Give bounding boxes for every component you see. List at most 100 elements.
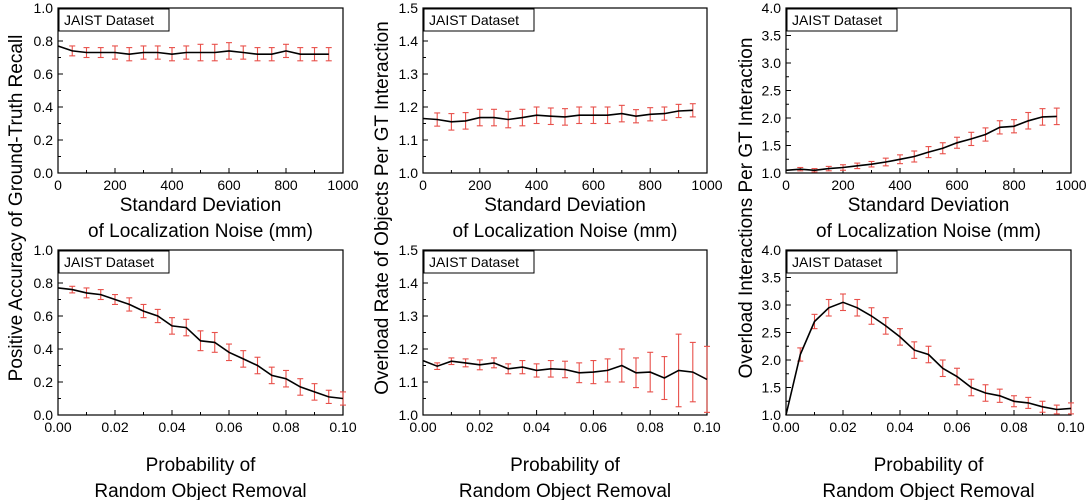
x-tick-label: 600 [582, 177, 606, 193]
x-tick-label: 400 [160, 177, 184, 193]
plot-frame [422, 7, 708, 174]
x-tick-label: 200 [468, 177, 492, 193]
dataset-label: JAIST Dataset [429, 254, 519, 270]
y-tick-label: 3.0 [762, 55, 782, 71]
x-tick-label: 0.10 [1057, 419, 1084, 435]
y-tick-label: 1.2 [399, 341, 419, 357]
y-tick-label: 1.0 [399, 165, 419, 181]
x-tick-label: 0.04 [158, 419, 185, 435]
x-axis-title-line1: Standard Deviation [484, 195, 646, 216]
y-tick-label: 0.4 [34, 99, 54, 115]
x-tick-label: 0.02 [466, 419, 493, 435]
y-tick-label: 1.1 [399, 132, 419, 148]
chart-panel-4: 0.00 0.02 0.04 0.06 0.08 0.10 0.0 0.2 0.4 0.6 0.8 1… [34, 242, 357, 500]
y-tick-label: 1.0 [34, 242, 54, 258]
x-tick-label: 0.06 [943, 419, 970, 435]
y-tick-label: 0.8 [34, 275, 54, 291]
chart-panels: 0 200 400 600 800 1000 0.0 0.2 0.4 0.6 0.8 1.0 Stand… [34, 0, 1087, 500]
dataset-label: JAIST Dataset [792, 12, 882, 28]
y-tick-label: 1.0 [762, 165, 782, 181]
y-tick-label: 1.4 [399, 33, 419, 49]
y-tick-label: 1.5 [762, 380, 782, 396]
series-line [422, 109, 693, 123]
x-tick-label: 0.10 [693, 419, 720, 435]
x-tick-label: 200 [103, 177, 127, 193]
x-tick-label: 0.00 [772, 419, 799, 435]
x-tick-label: 0.10 [329, 419, 356, 435]
dataset-label: JAIST Dataset [429, 12, 519, 28]
y-tick-label: 4.0 [762, 0, 782, 16]
dataset-label: JAIST Dataset [792, 254, 882, 270]
y-tick-label: 2.5 [762, 83, 782, 99]
series-line [422, 359, 708, 381]
y-tick-label: 0.6 [34, 66, 54, 82]
x-tick-label: 0.02 [101, 419, 128, 435]
ylabel-right: Overload Interactions Per GT Interaction [736, 38, 757, 379]
x-tick-label: 200 [831, 177, 855, 193]
y-tick-label: 1.1 [399, 374, 419, 390]
dataset-label-box [786, 8, 898, 32]
x-tick-label: 1000 [327, 177, 358, 193]
y-tick-label: 1.4 [399, 275, 419, 291]
chart-panel-1: 0 200 400 600 800 1000 0.0 0.2 0.4 0.6 0.8 1.0 Stand… [34, 0, 359, 242]
x-tick-label: 0.00 [44, 419, 71, 435]
chart-panel-2: 0 200 400 600 800 1000 1.0 1.1 1.2 1.3 1.4 1.5 Stand… [399, 0, 723, 242]
x-tick-label: 0 [54, 177, 62, 193]
y-tick-label: 2.0 [762, 110, 782, 126]
y-tick-label: 3.5 [762, 28, 782, 44]
x-tick-label: 0.06 [580, 419, 607, 435]
x-tick-label: 1000 [1055, 177, 1086, 193]
x-axis-title-line1: Probability of [874, 455, 985, 476]
y-tick-label: 1.2 [399, 99, 419, 115]
dataset-label-box [58, 8, 170, 32]
y-tick-label: 0.2 [34, 132, 54, 148]
ylabel-middle: Overload Rate of Objects Per GT Interact… [372, 21, 393, 395]
x-tick-label: 0 [782, 177, 790, 193]
y-tick-label: 0.0 [34, 165, 54, 181]
series-line [57, 287, 344, 400]
chart-panel-3: 0 200 400 600 800 1000 1.0 1.5 2.0 2.5 3.0 3.5 4.0 St… [762, 0, 1087, 242]
y-tick-label: 0.6 [34, 308, 54, 324]
ylabel-left: Positive Accuracy of Ground-Truth Recall [6, 35, 27, 382]
dataset-label-box [423, 250, 535, 274]
chart-panel-5: 0.00 0.02 0.04 0.06 0.08 0.10 1.0 1.1 1.2 1.3 1.4 1… [399, 242, 721, 500]
y-tick-label: 1.0 [762, 407, 782, 423]
y-tick-label: 0.8 [34, 33, 54, 49]
dataset-label-box [786, 250, 898, 274]
x-tick-label: 0.04 [886, 419, 913, 435]
series-line [57, 45, 329, 56]
x-tick-label: 800 [274, 177, 298, 193]
y-tick-label: 4.0 [762, 242, 782, 258]
x-axis-title-line2: of Localization Noise (mm) [816, 221, 1041, 242]
y-tick-label: 1.0 [34, 0, 54, 16]
dataset-label: JAIST Dataset [64, 254, 154, 270]
x-tick-label: 800 [1002, 177, 1026, 193]
x-tick-label: 0.00 [409, 419, 436, 435]
y-tick-label: 0.0 [34, 407, 54, 423]
x-axis-title-line2: of Localization Noise (mm) [453, 221, 678, 242]
x-tick-label: 0.08 [1000, 419, 1027, 435]
y-tick-label: 1.0 [399, 407, 419, 423]
dataset-label: JAIST Dataset [64, 12, 154, 28]
x-tick-label: 1000 [691, 177, 722, 193]
x-tick-label: 600 [945, 177, 969, 193]
x-tick-label: 0.08 [272, 419, 299, 435]
y-tick-label: 0.2 [34, 374, 54, 390]
plot-frame [785, 249, 1072, 416]
x-axis-title-line1: Standard Deviation [120, 195, 282, 216]
y-tick-label: 1.5 [762, 138, 782, 154]
x-tick-label: 0.06 [215, 419, 242, 435]
x-tick-label: 400 [525, 177, 549, 193]
y-tick-label: 1.5 [399, 242, 419, 258]
x-tick-label: 600 [217, 177, 241, 193]
x-axis-title-line2: Random Object Removal [459, 481, 671, 500]
plot-frame [57, 7, 344, 174]
y-tick-label: 1.5 [399, 0, 419, 16]
x-tick-label: 800 [639, 177, 663, 193]
y-tick-label: 1.3 [399, 66, 419, 82]
x-axis-title-line1: Standard Deviation [848, 195, 1010, 216]
series-line [785, 115, 1057, 172]
x-tick-label: 0.04 [523, 419, 550, 435]
x-tick-label: 0.08 [637, 419, 664, 435]
